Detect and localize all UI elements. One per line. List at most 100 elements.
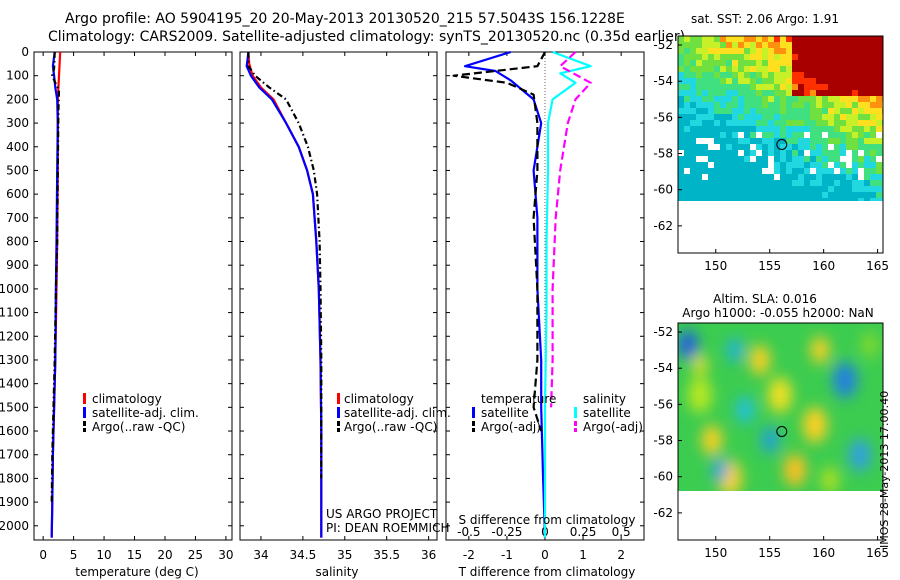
sst-cell bbox=[864, 132, 870, 138]
sst-cell bbox=[762, 108, 768, 114]
sst-cell bbox=[810, 138, 816, 144]
sst-cell bbox=[732, 102, 738, 108]
sst-cell bbox=[726, 108, 732, 114]
sst-cell bbox=[810, 60, 816, 66]
sst-cell bbox=[762, 96, 768, 102]
sst-cell bbox=[696, 84, 702, 90]
sst-cell bbox=[762, 42, 768, 48]
sst-cell bbox=[852, 90, 858, 96]
sst-cell bbox=[858, 144, 864, 150]
sst-cell bbox=[858, 114, 864, 120]
sst-cell bbox=[720, 108, 726, 114]
sst-cell bbox=[852, 66, 858, 72]
sst-cell bbox=[750, 144, 756, 150]
sst-cell bbox=[702, 90, 708, 96]
sst-cell bbox=[846, 138, 852, 144]
sst-cell bbox=[774, 192, 780, 198]
y-tick-label: -58 bbox=[653, 147, 673, 161]
y-tick-label: 1500 bbox=[0, 400, 29, 414]
sst-cell bbox=[804, 162, 810, 168]
sst-cell bbox=[852, 192, 858, 198]
sst-cell bbox=[714, 72, 720, 78]
sst-cell bbox=[822, 108, 828, 114]
sst-cell bbox=[846, 186, 852, 192]
sst-cell bbox=[780, 36, 786, 42]
sst-cell bbox=[702, 156, 708, 162]
sst-cell bbox=[810, 102, 816, 108]
difference-panel: -2 -1 0 1 2-0.5 -0.25 0 0.25 0.5 bbox=[445, 50, 645, 562]
sst-cell bbox=[774, 162, 780, 168]
sst-cell bbox=[828, 108, 834, 114]
sst-cell bbox=[744, 108, 750, 114]
sst-cell bbox=[804, 156, 810, 162]
sst-cell bbox=[738, 144, 744, 150]
sst-cell bbox=[816, 120, 822, 126]
sst-cell bbox=[762, 48, 768, 54]
y-tick-label: -56 bbox=[653, 397, 673, 411]
sst-field bbox=[678, 36, 883, 201]
sst-cell bbox=[828, 198, 834, 201]
sst-cell bbox=[762, 198, 768, 201]
sst-cell bbox=[816, 102, 822, 108]
legend-label-satellite: satellite-adj. clim. bbox=[92, 406, 199, 420]
sst-cell bbox=[732, 42, 738, 48]
sst-cell bbox=[858, 162, 864, 168]
sst-cell bbox=[720, 186, 726, 192]
sst-cell bbox=[840, 66, 846, 72]
sst-cell bbox=[744, 48, 750, 54]
x-tick-label: 160 bbox=[812, 259, 835, 273]
sst-cell bbox=[858, 72, 864, 78]
sst-cell bbox=[870, 180, 876, 186]
sst-cell bbox=[828, 66, 834, 72]
sst-cell bbox=[744, 96, 750, 102]
sst-cell bbox=[732, 174, 738, 180]
sst-cell bbox=[726, 168, 732, 174]
sst-cell bbox=[714, 48, 720, 54]
sst-cell bbox=[858, 174, 864, 180]
sst-cell bbox=[744, 156, 750, 162]
sst-cell bbox=[768, 108, 774, 114]
sst-cell bbox=[876, 198, 882, 201]
sla-anomaly bbox=[693, 354, 707, 376]
y-tick-label: -60 bbox=[653, 183, 673, 197]
sst-cell bbox=[852, 198, 858, 201]
sst-cell bbox=[846, 126, 852, 132]
sla-map-panel: -52 -54 -56 -58 -60 -62 150 155 160 165 bbox=[653, 322, 889, 560]
sst-cell bbox=[786, 150, 792, 156]
sla-anomaly bbox=[761, 426, 779, 454]
sst-cell bbox=[870, 162, 876, 168]
sst-cell bbox=[822, 144, 828, 150]
sst-cell bbox=[840, 126, 846, 132]
sst-cell bbox=[762, 168, 768, 174]
sst-cell bbox=[678, 186, 684, 192]
sst-cell bbox=[804, 198, 810, 201]
sst-cell bbox=[708, 180, 714, 186]
sst-cell bbox=[852, 96, 858, 102]
sst-cell bbox=[870, 186, 876, 192]
sst-cell bbox=[876, 54, 882, 60]
sst-cell bbox=[792, 162, 798, 168]
legend-label-argo: Argo(..raw -QC) bbox=[92, 420, 185, 434]
sst-cell bbox=[756, 168, 762, 174]
sst-cell bbox=[678, 138, 684, 144]
sst-cell bbox=[780, 114, 786, 120]
sst-cell bbox=[744, 180, 750, 186]
sst-cell bbox=[864, 42, 870, 48]
sst-cell bbox=[732, 126, 738, 132]
sst-cell bbox=[678, 144, 684, 150]
sst-cell bbox=[738, 186, 744, 192]
sst-cell bbox=[816, 96, 822, 102]
sst-cell bbox=[798, 180, 804, 186]
sst-cell bbox=[804, 120, 810, 126]
sst-cell bbox=[738, 168, 744, 174]
sst-cell bbox=[690, 198, 696, 201]
sst-cell bbox=[732, 180, 738, 186]
sst-cell bbox=[690, 96, 696, 102]
sst-cell bbox=[720, 36, 726, 42]
sst-cell bbox=[738, 72, 744, 78]
sst-cell bbox=[768, 198, 774, 201]
sst-cell bbox=[828, 60, 834, 66]
sst-cell bbox=[804, 84, 810, 90]
sst-cell bbox=[762, 78, 768, 84]
sst-cell bbox=[816, 42, 822, 48]
